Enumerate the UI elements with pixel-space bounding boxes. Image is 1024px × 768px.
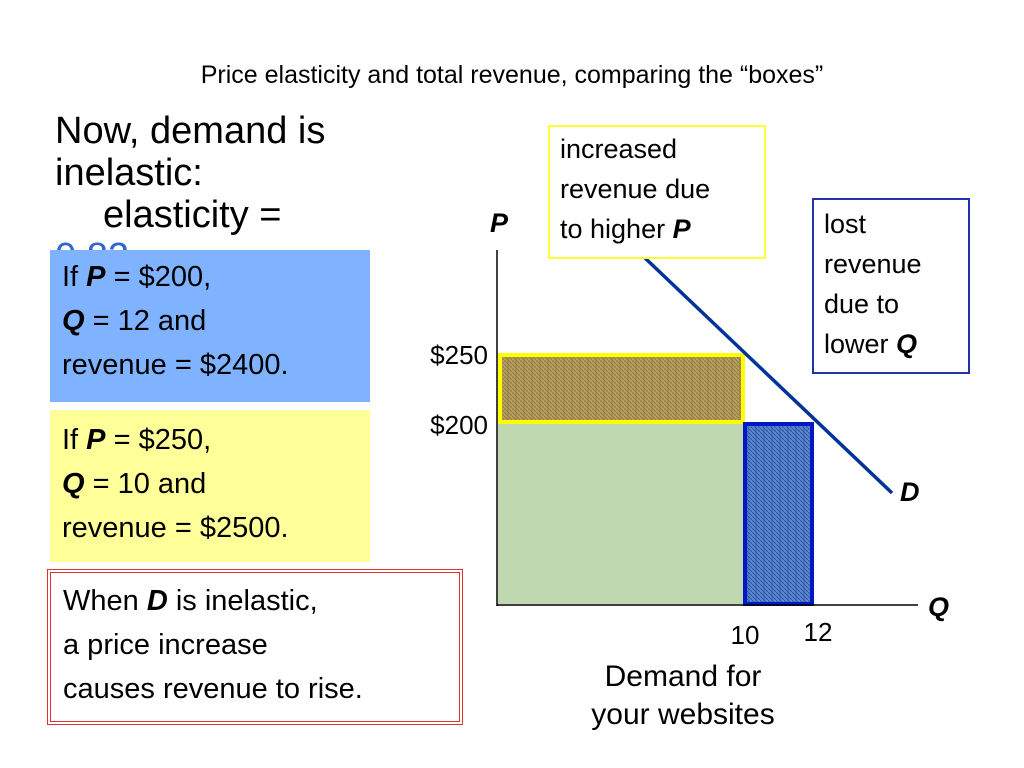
slide-title: Price elasticity and total revenue, comp… — [200, 61, 824, 89]
scenario-high-quantity-line: Q = 10 and — [62, 468, 207, 500]
scenario-high-price-line: If P = $250, — [62, 424, 212, 456]
conclusion-line-1: When D is inelastic, — [63, 585, 318, 617]
callout-lost-line-3: due to — [824, 289, 900, 319]
scenario-low-quantity-line: Q = 12 and — [62, 305, 207, 337]
y-axis-label: P — [490, 208, 509, 238]
scenario-low-price-box: If P = $200, Q = 12 and revenue = $2400. — [50, 250, 370, 402]
callout-increased-line-1: increased — [560, 134, 678, 164]
lost-revenue-callout: lost revenue due to lower Q — [812, 198, 970, 374]
scenario-high-revenue-line: revenue = $2500. — [62, 512, 289, 544]
gained-revenue-area — [498, 353, 745, 424]
conclusion-box: When D is inelastic, a price increase ca… — [47, 569, 463, 725]
callout-increased-line-2: revenue due — [560, 174, 711, 204]
price-tick-250: $250 — [430, 340, 488, 370]
scenario-low-revenue-line: revenue = $2400. — [62, 349, 289, 381]
qty-tick-12: 12 — [803, 617, 833, 647]
demand-curve — [643, 256, 894, 495]
demand-curve-label: D — [900, 477, 920, 507]
heading-line-2: inelastic: — [55, 152, 203, 194]
caption-line-2: your websites — [591, 698, 775, 731]
chart-caption: Demand for your websites — [560, 658, 806, 734]
conclusion-line-2: a price increase — [63, 629, 268, 661]
scenario-low-price-line: If P = $200, — [62, 261, 212, 293]
elasticity-label: elasticity = — [103, 194, 282, 236]
scenario-high-price-box: If P = $250, Q = 10 and revenue = $2500. — [50, 410, 370, 562]
callout-lost-line-1: lost — [824, 209, 867, 239]
increased-revenue-callout: increased revenue due to higher P — [548, 125, 766, 259]
price-tick-200: $200 — [430, 410, 488, 440]
common-revenue-area — [498, 424, 744, 604]
x-axis-label: Q — [928, 592, 950, 622]
callout-lost-line-2: revenue — [824, 249, 922, 279]
callout-increased-line-3: to higher P — [560, 214, 691, 244]
caption-line-1: Demand for — [604, 660, 762, 693]
lost-revenue-area — [743, 422, 814, 606]
heading-line-1: Now, demand is — [55, 110, 326, 152]
qty-tick-10: 10 — [730, 620, 760, 650]
conclusion-line-3: causes revenue to rise. — [63, 673, 363, 705]
callout-lost-line-4: lower Q — [824, 329, 918, 359]
